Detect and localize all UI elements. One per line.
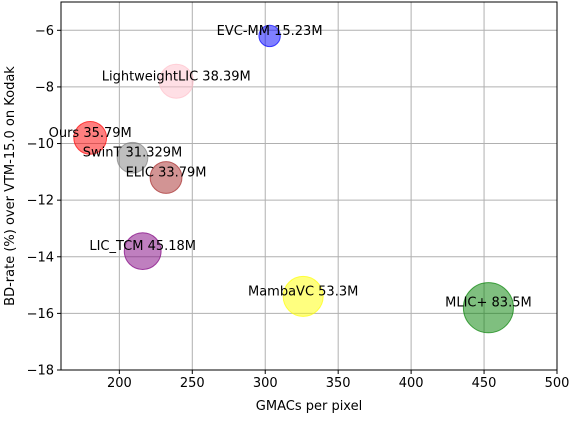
x-tick-label: 300	[253, 376, 278, 391]
data-points: EVC-MM 15.23M LightweightLIC 38.39M Ours 3…	[49, 24, 532, 334]
axis-ticks: 200 250 300 350 400 450 500 −18 −16 −14 −12 −10 −8 −6	[27, 24, 570, 391]
y-tick-label: −16	[27, 307, 54, 322]
data-point	[462, 282, 514, 334]
point-label: LightweightLIC 38.39M	[102, 69, 251, 84]
y-tick-label: −8	[35, 80, 54, 95]
y-tick-label: −18	[27, 364, 54, 379]
y-tick-label: −12	[27, 194, 54, 209]
y-tick-label: −6	[35, 24, 54, 39]
point-label: EVC-MM 15.23M	[217, 24, 323, 39]
data-point	[149, 161, 183, 194]
x-tick-label: 250	[180, 376, 205, 391]
y-tick-label: −14	[27, 250, 54, 265]
data-point	[123, 232, 162, 271]
data-point	[73, 120, 108, 155]
point-label: MLIC+ 83.5M	[445, 296, 532, 311]
grid	[61, 2, 558, 371]
x-tick-label: 450	[472, 376, 497, 391]
point-label: SwinT 31.329M	[83, 146, 183, 161]
x-tick-label: 200	[107, 376, 132, 391]
y-axis-label: BD-rate (%) over VTM-15.0 on Kodak	[3, 66, 18, 306]
x-tick-label: 350	[326, 376, 351, 391]
x-tick-label: 400	[399, 376, 424, 391]
data-point	[258, 24, 281, 48]
point-label: LIC_TCM 45.18M	[89, 239, 196, 254]
point-label: MambaVC 53.3M	[248, 284, 358, 299]
point-label: ELIC 33.79M	[126, 166, 207, 181]
point-label: Ours 35.79M	[49, 126, 132, 141]
x-tick-label: 500	[545, 376, 570, 391]
data-point	[116, 141, 149, 174]
data-point	[282, 275, 324, 317]
y-tick-label: −10	[27, 137, 54, 152]
data-point	[158, 63, 194, 99]
x-axis-label: GMACs per pixel	[256, 399, 362, 414]
plot-frame	[60, 1, 558, 371]
